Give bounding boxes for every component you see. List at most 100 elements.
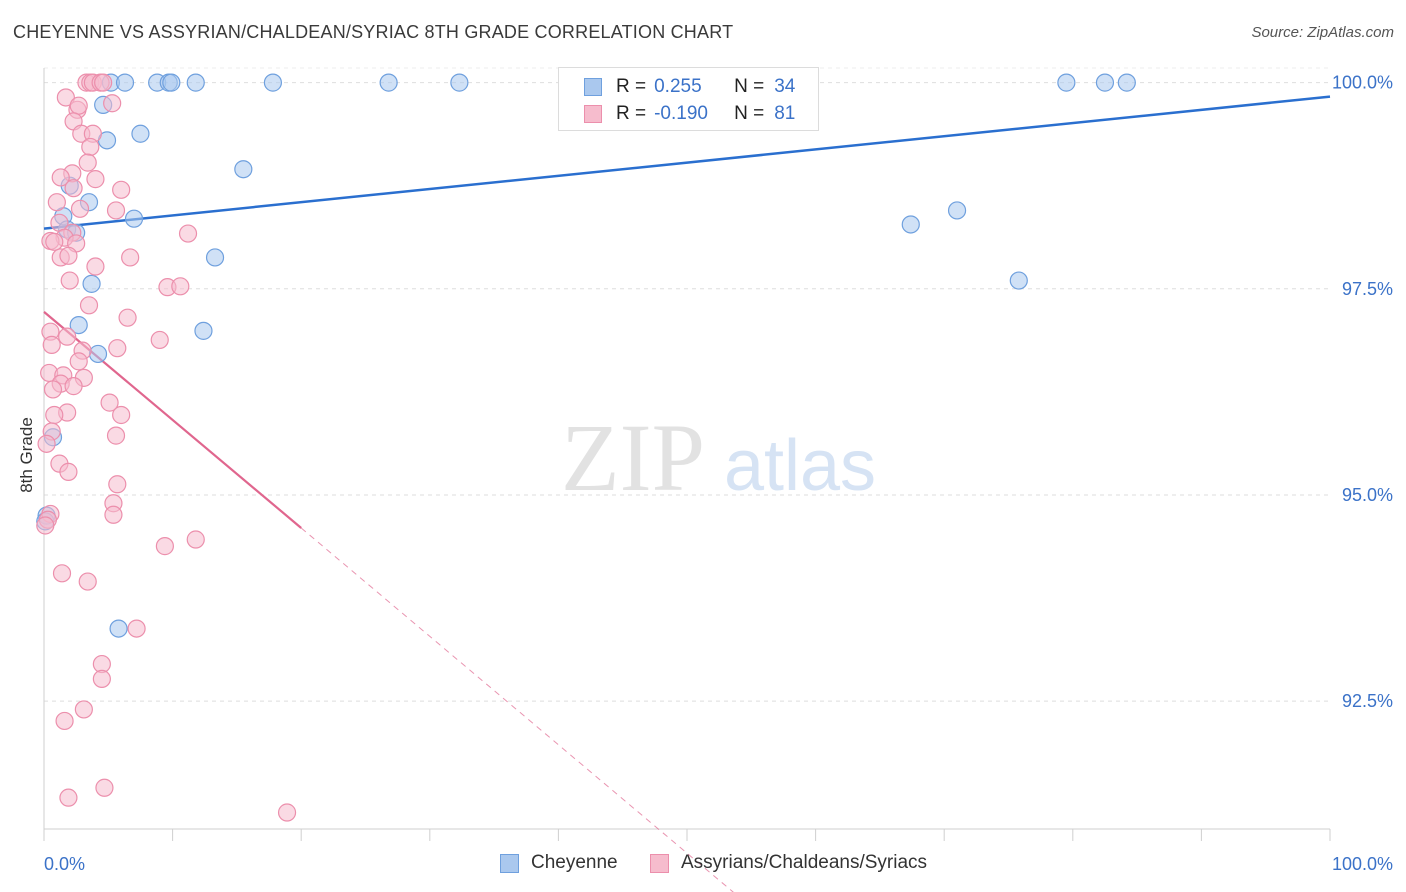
assyrian-point: [108, 339, 127, 358]
assyrian-point: [79, 296, 99, 315]
assyrian-point: [59, 462, 78, 481]
assyrian-point: [118, 308, 137, 327]
assyrian-point: [127, 619, 146, 638]
y-tick-label: 100.0%: [1332, 73, 1393, 93]
assyrian-point: [95, 778, 114, 797]
n-label: N =: [734, 103, 765, 124]
assyrian-point: [37, 434, 56, 453]
assyrian-point: [106, 201, 126, 220]
assyrian-point: [86, 257, 105, 276]
n-label: N =: [734, 76, 765, 97]
assyrian-point: [36, 516, 55, 535]
r-value-assyrians: -0.190: [654, 103, 708, 124]
assyrian-point: [155, 537, 174, 556]
assyrian-point: [70, 199, 90, 218]
assyrian-point: [112, 405, 131, 425]
assyrian-point: [108, 475, 127, 494]
cheyenne-point: [450, 73, 469, 92]
assyrian-point: [56, 88, 75, 107]
cheyenne-point: [194, 321, 213, 340]
legend-item-assyrians[interactable]: Assyrians/Chaldeans/Syriacs: [650, 852, 927, 874]
cheyenne-point: [1057, 73, 1076, 92]
legend-swatch-cheyenne: [584, 78, 602, 96]
cheyenne-point: [1009, 271, 1028, 290]
source-label: Source: ZipAtlas.com: [1251, 24, 1394, 41]
n-value-assyrians: 81: [774, 103, 796, 124]
assyrian-point: [171, 277, 190, 296]
data-points: [36, 73, 1136, 822]
assyrian-point: [78, 153, 97, 172]
assyrian-point: [277, 803, 297, 822]
assyrian-point: [81, 137, 100, 157]
cheyenne-point: [186, 73, 205, 92]
series-legend: Cheyenne Assyrians/Chaldeans/Syriacs: [0, 852, 1406, 876]
r-label: R =: [616, 103, 647, 124]
assyrian-point: [64, 377, 83, 396]
y-tick-label: 92.5%: [1342, 691, 1393, 711]
cheyenne-point: [1095, 73, 1115, 92]
cheyenne-point: [115, 73, 135, 92]
cheyenne-point: [88, 344, 108, 364]
assyrian-point: [58, 327, 77, 346]
assyrian-point: [103, 94, 122, 113]
legend-swatch-assyrians: [650, 853, 669, 873]
assyrian-point: [100, 393, 119, 412]
legend-label-assyrians: Assyrians/Chaldeans/Syriacs: [681, 852, 928, 873]
cheyenne-trend-line: [43, 95, 1331, 230]
cheyenne-point: [901, 215, 920, 234]
cheyenne-point: [947, 201, 967, 220]
assyrian-trend-line-extension: [300, 527, 734, 892]
assyrian-point: [104, 505, 123, 524]
assyrian-point: [94, 73, 113, 92]
legend-row-cheyenne: R = 0.255 N = 34: [584, 75, 795, 99]
assyrian-point: [51, 168, 70, 187]
stats-legend: R = 0.255 N = 34 R = -0.190 N = 81: [558, 67, 819, 131]
cheyenne-point: [124, 209, 144, 228]
cheyenne-point: [379, 73, 398, 92]
watermark-atlas: atlas: [724, 426, 876, 506]
tick-labels: 100.0% 97.5% 95.0% 92.5% 0.0% 100.0%: [44, 73, 1393, 874]
cheyenne-point: [131, 124, 150, 143]
assyrian-point: [186, 530, 205, 549]
legend-label-cheyenne: Cheyenne: [531, 852, 618, 873]
assyrian-point: [178, 224, 198, 243]
assyrian-point: [78, 572, 97, 591]
legend-swatch-cheyenne: [500, 853, 519, 873]
legend-swatch-assyrians: [584, 105, 602, 123]
cheyenne-point: [263, 73, 283, 92]
assyrian-point: [42, 335, 61, 354]
assyrian-point: [150, 330, 169, 350]
legend-row-assyrians: R = -0.190 N = 81: [584, 102, 795, 126]
assyrian-point: [43, 380, 63, 399]
assyrian-point: [69, 352, 88, 371]
cheyenne-point: [109, 619, 128, 638]
watermark: ZIP atlas: [561, 404, 876, 511]
assyrian-point: [59, 246, 78, 265]
assyrian-point: [69, 96, 88, 115]
r-label: R =: [616, 76, 647, 97]
assyrian-point: [64, 179, 83, 198]
assyrian-point: [59, 788, 78, 807]
cheyenne-point: [1117, 73, 1136, 92]
assyrian-point: [74, 700, 93, 719]
cheyenne-point: [205, 248, 225, 267]
assyrian-point: [47, 193, 66, 212]
legend-item-cheyenne[interactable]: Cheyenne: [500, 852, 618, 874]
watermark-zip: ZIP: [561, 404, 705, 511]
assyrian-point: [106, 426, 126, 445]
assyrian-point: [86, 170, 105, 189]
assyrian-point: [60, 271, 79, 290]
y-axis-label: 8th Grade: [17, 417, 36, 493]
assyrian-point: [92, 669, 111, 688]
assyrian-point: [45, 405, 64, 425]
assyrian-point: [52, 564, 72, 583]
x-tick-label-right: 100.0%: [1332, 854, 1393, 874]
cheyenne-point: [162, 73, 181, 92]
n-value-cheyenne: 34: [774, 76, 796, 97]
y-tick-label: 95.0%: [1342, 485, 1393, 505]
assyrian-point: [121, 248, 140, 267]
x-tick-label-left: 0.0%: [44, 854, 85, 874]
y-tick-label: 97.5%: [1342, 279, 1393, 299]
r-value-cheyenne: 0.255: [654, 76, 702, 97]
